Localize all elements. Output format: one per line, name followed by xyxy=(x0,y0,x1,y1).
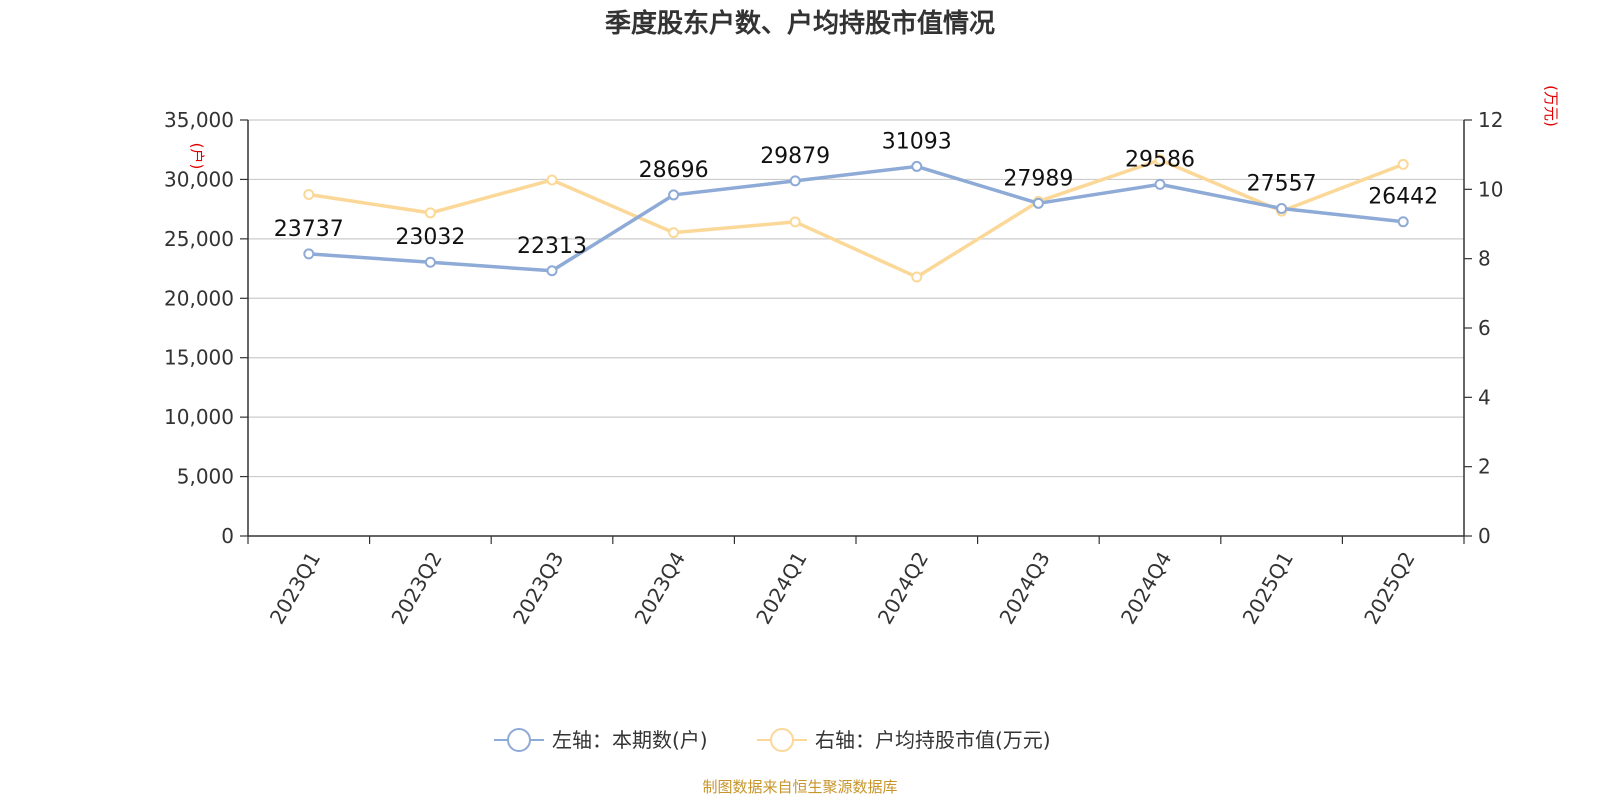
series-group xyxy=(303,154,1409,283)
right-axis-tick-label: 2 xyxy=(1478,455,1491,479)
legend-item[interactable]: 右轴：户均持股市值(万元) xyxy=(757,728,1051,752)
right-axis-tick-label: 8 xyxy=(1478,247,1491,271)
right-axis-tick-label: 0 xyxy=(1478,524,1491,548)
left-axis-tick-label: 25,000 xyxy=(164,227,234,251)
source-note: 制图数据来自恒生聚源数据库 xyxy=(702,778,897,796)
legend-circle-marker xyxy=(770,728,794,752)
data-label: 28696 xyxy=(639,158,709,183)
x-axis-tick-label: 2025Q1 xyxy=(1238,548,1298,629)
data-labels: 23737 23032 22313 28696 29879 31093 27989 29586… xyxy=(274,129,1438,258)
left-axis-tick-label: 10,000 xyxy=(164,405,234,429)
left-axis-tick-label: 35,000 xyxy=(164,108,234,132)
data-point[interactable] xyxy=(303,248,315,260)
right-axis-tick-label: 6 xyxy=(1478,316,1491,340)
data-point[interactable] xyxy=(1154,154,1166,166)
data-label: 22313 xyxy=(517,234,587,259)
data-label: 23032 xyxy=(395,225,465,250)
data-point[interactable] xyxy=(668,189,680,201)
legend[interactable]: 左轴：本期数(户) 右轴：户均持股市值(万元) xyxy=(494,728,1051,752)
data-point[interactable] xyxy=(911,271,923,283)
right-axis-tick-label: 12 xyxy=(1478,108,1503,132)
x-axis-tick-label: 2025Q2 xyxy=(1359,548,1419,629)
data-point[interactable] xyxy=(303,189,315,201)
left-axis-tick-label: 20,000 xyxy=(164,286,234,310)
right-axis-tick-label: 10 xyxy=(1478,177,1503,201)
x-axis-tick-label: 2023Q4 xyxy=(630,548,690,629)
data-label: 31093 xyxy=(882,129,952,154)
data-point[interactable] xyxy=(1397,216,1409,228)
legend-circle-marker xyxy=(507,728,531,752)
data-point[interactable] xyxy=(789,175,801,187)
data-point[interactable] xyxy=(424,207,436,219)
data-point[interactable] xyxy=(546,174,558,186)
x-axis-tick-label: 2024Q1 xyxy=(751,548,811,629)
series-line-holders xyxy=(308,164,1404,273)
right-axis-unit: (万元) xyxy=(1542,85,1560,127)
data-point[interactable] xyxy=(546,265,558,277)
x-axis-tick-label: 2024Q4 xyxy=(1116,548,1176,629)
data-point[interactable] xyxy=(911,160,923,172)
x-axis-tick-label: 2023Q2 xyxy=(386,548,446,629)
left-axis-tick-label: 5,000 xyxy=(177,465,234,489)
legend-label: 左轴：本期数(户) xyxy=(552,728,708,752)
legend-item[interactable]: 左轴：本期数(户) xyxy=(494,728,708,752)
gridlines xyxy=(248,119,1464,478)
data-point[interactable] xyxy=(1154,178,1166,190)
data-point[interactable] xyxy=(1276,202,1288,214)
left-axis-tick-label: 15,000 xyxy=(164,346,234,370)
data-point[interactable] xyxy=(1032,197,1044,209)
right-axis-tick-label: 4 xyxy=(1478,385,1491,409)
data-label: 27989 xyxy=(1003,166,1073,191)
left-axis-tick-label: 0 xyxy=(221,524,234,548)
chart-title: 季度股东户数、户均持股市值情况 xyxy=(605,8,995,39)
data-point[interactable] xyxy=(424,256,436,268)
data-label: 27557 xyxy=(1247,171,1317,196)
data-point[interactable] xyxy=(668,227,680,239)
x-axis-tick-label: 2024Q2 xyxy=(873,548,933,629)
data-label: 29879 xyxy=(760,144,830,169)
x-axis-tick-label: 2023Q1 xyxy=(265,548,325,629)
data-point[interactable] xyxy=(789,216,801,228)
left-axis-unit: (户) xyxy=(188,143,206,170)
x-axis-tick-label: 2024Q3 xyxy=(994,548,1054,629)
data-label: 29586 xyxy=(1125,147,1195,172)
data-label: 26442 xyxy=(1368,185,1438,210)
series-line-avg-value xyxy=(308,158,1404,279)
left-axis-tick-label: 30,000 xyxy=(164,167,234,191)
data-label: 23737 xyxy=(274,217,344,242)
legend-label: 右轴：户均持股市值(万元) xyxy=(815,728,1051,752)
x-axis-tick-label: 2023Q3 xyxy=(508,548,568,629)
data-point[interactable] xyxy=(1397,158,1409,170)
